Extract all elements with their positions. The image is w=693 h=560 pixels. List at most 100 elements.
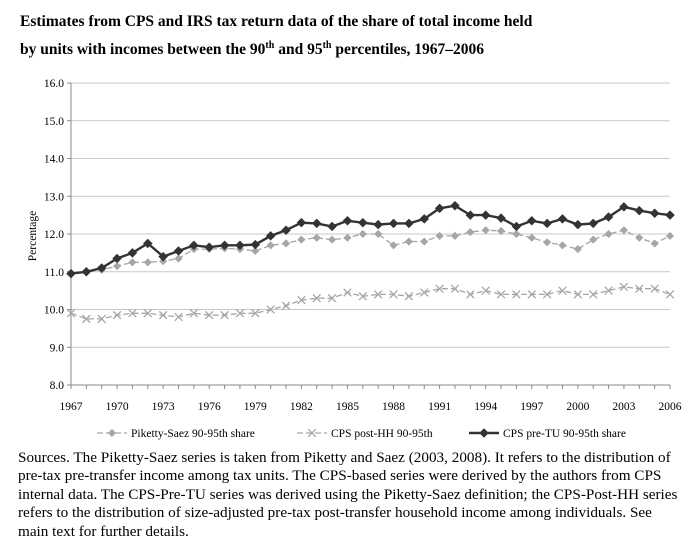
data-point [343, 288, 352, 297]
data-point [97, 314, 106, 324]
y-tick-label: 11.0 [44, 267, 64, 279]
x-tick-label: 1970 [106, 401, 129, 413]
data-point [235, 240, 245, 251]
data-point [588, 290, 598, 299]
data-point [281, 225, 291, 236]
series-line [70, 204, 671, 275]
y-tick-label: 10.0 [44, 305, 64, 317]
data-point [450, 284, 460, 293]
data-point [311, 218, 322, 229]
data-point [189, 240, 199, 251]
series-group [66, 200, 675, 324]
gridlines [71, 82, 670, 386]
data-point [404, 237, 414, 246]
data-point [327, 235, 337, 244]
data-point [649, 208, 660, 219]
data-point [266, 241, 275, 250]
data-point [389, 290, 398, 299]
data-point [496, 290, 506, 299]
y-tick-label: 13.0 [44, 191, 64, 203]
data-point [281, 301, 291, 310]
title-line-2: by units with incomes between the 90th a… [20, 39, 485, 58]
data-point [297, 295, 306, 305]
x-tick-label: 1973 [152, 401, 175, 413]
data-point [265, 231, 276, 241]
data-point [312, 293, 322, 303]
data-point [112, 310, 122, 320]
y-tick-label: 9.0 [50, 342, 65, 354]
data-point [466, 290, 475, 299]
legend: Piketty-Saez 90-95th share CPS post-HH 90… [97, 428, 626, 440]
data-point [588, 218, 599, 229]
data-point [142, 238, 153, 249]
data-point [512, 229, 521, 239]
data-point [434, 203, 445, 214]
data-point [604, 286, 613, 295]
data-point [573, 290, 583, 299]
data-point [512, 290, 521, 299]
data-point [296, 217, 307, 228]
data-point [404, 218, 414, 229]
x-tick-label: 1982 [290, 401, 313, 413]
data-point [589, 235, 598, 244]
data-point [466, 227, 475, 237]
x-tick-label: 1979 [244, 401, 267, 413]
data-point [388, 218, 399, 229]
data-point [450, 231, 460, 241]
data-point [665, 231, 675, 241]
legend-label: CPS pre-TU 90-95th share [503, 428, 626, 440]
y-tick-labels: 8.0 9.0 10.0 11.0 12.0 13.0 14.0 15.0 16.0 [44, 78, 64, 392]
data-point [619, 226, 629, 235]
data-point [128, 309, 137, 318]
y-tick-label: 14.0 [44, 154, 64, 166]
data-point [374, 229, 383, 239]
legend-item-1: CPS post-HH 90-95th [297, 428, 433, 440]
axes [67, 82, 671, 389]
data-point [389, 241, 398, 250]
data-point [312, 233, 321, 242]
data-point [404, 292, 414, 301]
data-point [665, 290, 675, 299]
data-point [558, 286, 567, 295]
data-point [220, 310, 229, 320]
data-point [235, 309, 245, 318]
data-point [66, 309, 76, 318]
data-point [82, 314, 91, 324]
title-line-1: Estimates from CPS and IRS tax return da… [20, 13, 533, 30]
data-point [650, 284, 659, 293]
data-point [634, 205, 645, 216]
y-tick-label: 16.0 [44, 78, 64, 90]
data-point [573, 244, 582, 254]
y-axis-title: Percentage [27, 211, 39, 261]
data-point [358, 292, 368, 301]
series-1 [66, 282, 675, 324]
data-point [251, 246, 260, 256]
data-point [343, 233, 352, 242]
x-tick-label: 1991 [428, 401, 451, 413]
data-point [327, 221, 337, 232]
data-point [112, 261, 122, 271]
series-line [70, 229, 671, 275]
data-point [342, 215, 353, 226]
data-point [358, 229, 367, 239]
data-point [558, 241, 567, 250]
data-point [511, 221, 522, 232]
data-point [557, 214, 568, 224]
data-point [635, 233, 644, 242]
data-point [526, 215, 537, 226]
data-point [542, 238, 552, 247]
data-point [251, 309, 260, 318]
data-point [527, 290, 537, 299]
x-tick-label: 2003 [612, 401, 635, 413]
legend-item-0: Piketty-Saez 90-95th share [97, 428, 255, 440]
data-point [297, 235, 306, 244]
data-point [496, 213, 506, 223]
data-point [127, 248, 138, 258]
series-2 [66, 200, 675, 279]
legend-marker [107, 428, 117, 438]
data-point [542, 290, 552, 299]
data-point [81, 266, 92, 277]
data-point [143, 258, 152, 267]
data-point [357, 217, 368, 228]
data-point [481, 286, 490, 295]
